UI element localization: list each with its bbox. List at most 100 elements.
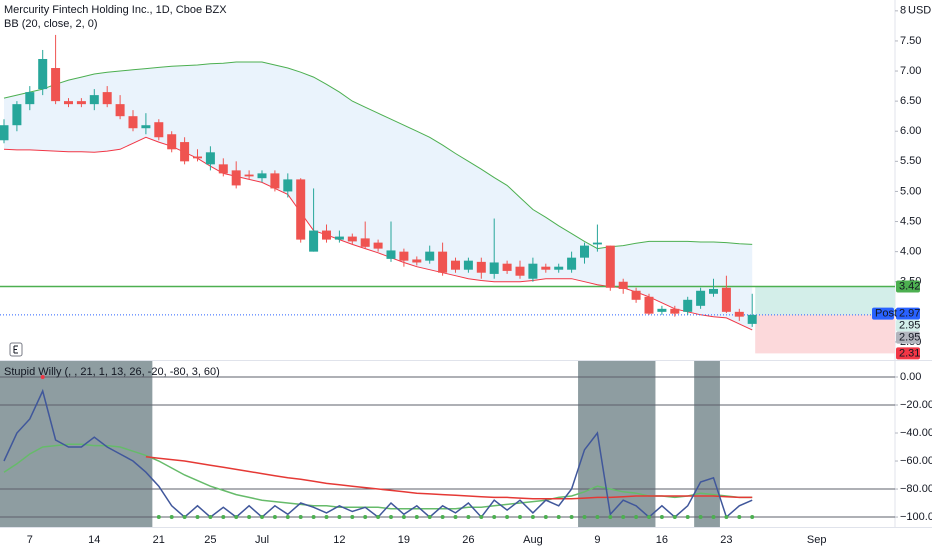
indicator-dot xyxy=(324,515,329,520)
indicator-dot xyxy=(298,515,303,520)
candle-body xyxy=(12,104,22,126)
candle-body xyxy=(476,261,486,273)
candle-body xyxy=(102,92,112,105)
candle-body xyxy=(334,236,344,240)
candle-body xyxy=(605,245,615,288)
candle-body xyxy=(115,104,125,117)
candle-body xyxy=(683,299,693,312)
indicator-line xyxy=(145,456,753,500)
x-tick-label: 7 xyxy=(27,534,33,546)
y-tick-label: 0.00 xyxy=(900,371,921,383)
indicator-dot xyxy=(156,515,161,520)
indicator-dot xyxy=(750,515,755,520)
indicator-dot xyxy=(685,515,690,520)
candle-body xyxy=(502,263,512,271)
x-tick-label: 21 xyxy=(153,534,165,546)
candle-body xyxy=(38,58,48,90)
candle-body xyxy=(515,266,525,276)
y-tick-label: 4.50 xyxy=(900,215,921,227)
candle-body xyxy=(218,164,228,174)
indicator-dot xyxy=(711,515,716,520)
candle-body xyxy=(283,179,293,192)
candle-body xyxy=(709,288,718,294)
candle-body xyxy=(721,287,731,312)
candle-body xyxy=(541,266,551,270)
indicator-dot xyxy=(634,515,639,520)
price-badge xyxy=(896,331,920,344)
candle-body xyxy=(309,230,319,252)
candle-body xyxy=(657,308,667,312)
candle-body xyxy=(386,250,396,259)
indicator-dot xyxy=(608,515,613,520)
signal-shade xyxy=(578,361,656,527)
candle-body xyxy=(76,101,86,105)
candle-body xyxy=(438,251,448,273)
indicator-dot xyxy=(582,515,587,520)
indicator-dot xyxy=(285,515,290,520)
indicator-dot xyxy=(414,515,419,520)
candle-body xyxy=(463,260,473,270)
indicator-dot xyxy=(221,515,226,520)
indicator-dot xyxy=(466,515,471,520)
candle-body xyxy=(257,173,267,179)
session-badge xyxy=(872,307,894,320)
indicator-dot xyxy=(440,515,445,520)
y-tick-label: 5.50 xyxy=(900,155,921,167)
indicator-dot xyxy=(698,515,703,520)
candle-body xyxy=(528,263,538,279)
indicator-dot xyxy=(40,374,45,379)
candle-body xyxy=(399,251,409,261)
candle-body xyxy=(644,296,654,314)
indicator-dot xyxy=(350,515,355,520)
candle-body xyxy=(322,230,331,240)
x-tick-label: 12 xyxy=(333,534,345,546)
indicator-dot xyxy=(234,515,239,520)
candle-body xyxy=(141,125,151,129)
signal-shade xyxy=(694,361,720,527)
candle-body xyxy=(360,238,370,247)
price-badge-label: 2.95 xyxy=(899,332,920,344)
indicator-dot xyxy=(337,515,342,520)
x-tick-label: 9 xyxy=(594,534,600,546)
y-tick-label: −80.00 xyxy=(900,483,932,495)
indicator-dot xyxy=(672,515,677,520)
candle-body xyxy=(270,173,280,189)
candle-body xyxy=(193,156,202,159)
candle-body xyxy=(489,262,499,274)
indicator-dot xyxy=(479,515,484,520)
candle-body xyxy=(0,125,9,141)
indicator-dot xyxy=(647,515,651,520)
band-fill xyxy=(4,62,753,330)
indicator-line xyxy=(3,443,753,510)
y-tick-label: −20.00 xyxy=(900,399,932,411)
indicator-dot xyxy=(492,515,497,520)
indicator-dot xyxy=(169,515,174,520)
indicator-dot xyxy=(311,515,316,520)
candle-body xyxy=(618,281,628,289)
candle-body xyxy=(64,101,73,105)
candle-body xyxy=(631,290,641,300)
indicator-dot xyxy=(376,515,381,520)
indicator-dot xyxy=(737,515,742,520)
candle-body xyxy=(89,95,99,105)
y-tick-label: 4.00 xyxy=(900,246,921,258)
chart-subtitle: BB (20, close, 2, 0) xyxy=(4,18,98,30)
candle-body xyxy=(373,242,383,249)
candle-body xyxy=(567,257,577,270)
candle-body xyxy=(167,134,177,150)
candle-body xyxy=(696,290,706,306)
candle-body xyxy=(554,266,564,270)
collapse-icon xyxy=(13,345,18,354)
price-badge-label: 3.42 xyxy=(899,280,920,292)
indicator-dot xyxy=(272,515,277,520)
candle-body xyxy=(347,236,357,242)
price-badge xyxy=(896,280,920,293)
candle-body xyxy=(51,68,61,102)
chart-title: Mercurity Fintech Holding Inc., 1D, Cboe… xyxy=(4,4,227,16)
x-tick-label: 23 xyxy=(720,534,732,546)
candle-body xyxy=(592,242,602,245)
profit-zone xyxy=(755,286,895,315)
candle-body xyxy=(128,116,138,129)
currency-label: USD xyxy=(908,5,931,17)
